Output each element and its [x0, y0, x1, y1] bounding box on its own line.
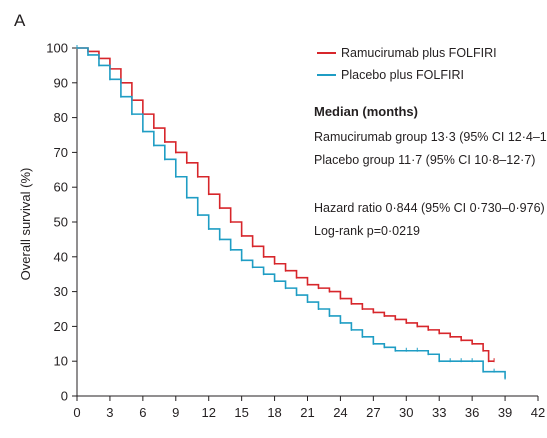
x-tick-label: 39	[498, 405, 512, 420]
x-tick-label: 9	[172, 405, 179, 420]
series-layer	[76, 45, 506, 380]
y-tick-label: 80	[54, 110, 68, 125]
x-tick-label: 15	[234, 405, 248, 420]
y-tick-label: 90	[54, 75, 68, 90]
y-tick-label: 0	[61, 389, 68, 404]
y-tick-label: 40	[54, 249, 68, 264]
y-tick-label: 60	[54, 180, 68, 195]
x-tick-label: 24	[333, 405, 347, 420]
legend-label-placebo: Placebo plus FOLFIRI	[341, 68, 464, 82]
y-tick-label: 100	[46, 41, 68, 56]
log-rank-p: Log-rank p=0·0219	[314, 224, 420, 238]
x-tick-label: 18	[267, 405, 281, 420]
y-tick-label: 50	[54, 215, 68, 230]
median-placebo: Placebo group 11·7 (95% CI 10·8–12·7)	[314, 153, 535, 167]
series-line-ramucirumab	[77, 47, 495, 362]
legend-label-ramucirumab: Ramucirumab plus FOLFIRI	[341, 46, 497, 60]
x-tick-label: 6	[139, 405, 146, 420]
median-ramucirumab: Ramucirumab group 13·3 (95% CI 12·4–14·5…	[314, 130, 547, 144]
legend: Ramucirumab plus FOLFIRI Placebo plus FO…	[317, 46, 497, 82]
hazard-ratio: Hazard ratio 0·844 (95% CI 0·730–0·976)	[314, 201, 545, 215]
axes	[76, 48, 538, 397]
median-heading: Median (months)	[314, 104, 418, 119]
x-tick-label: 21	[300, 405, 314, 420]
median-annotation: Median (months) Ramucirumab group 13·3 (…	[314, 104, 547, 238]
x-tick-label: 36	[465, 405, 479, 420]
y-axis-title: Overall survival (%)	[18, 168, 33, 281]
x-tick-label: 30	[399, 405, 413, 420]
x-ticks: 0 3 6 9 12 15 18 21 24 27 30 33 36 39 42	[73, 396, 545, 420]
x-tick-label: 12	[201, 405, 215, 420]
y-tick-label: 20	[54, 319, 68, 334]
y-ticks: 0 10 20 30 40 50 60 70 80 90 100	[46, 41, 77, 404]
x-tick-label: 0	[73, 405, 80, 420]
x-tick-label: 27	[366, 405, 380, 420]
y-tick-label: 10	[54, 354, 68, 369]
y-tick-label: 70	[54, 145, 68, 160]
x-tick-label: 42	[531, 405, 545, 420]
x-tick-label: 33	[432, 405, 446, 420]
panel-label: A	[14, 11, 26, 30]
y-tick-label: 30	[54, 284, 68, 299]
x-tick-label: 3	[106, 405, 113, 420]
